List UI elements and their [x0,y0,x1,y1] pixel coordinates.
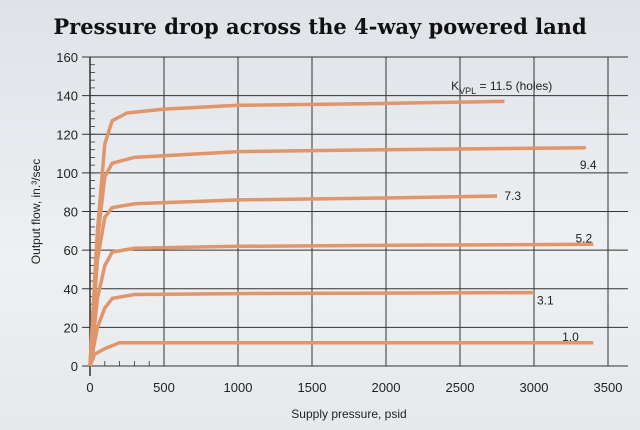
series-label: 9.4 [580,158,597,172]
y-tick-label: 0 [71,359,78,374]
y-tick-label: 20 [64,320,78,335]
series-label: 7.3 [504,189,521,203]
x-tick-label: 2500 [446,380,475,395]
series-label: 1.0 [562,330,579,344]
series-line-9.4 [88,146,586,367]
series-line-3.1 [88,290,535,367]
y-tick-label: 140 [56,89,78,104]
series-line-11.5 [88,99,505,367]
series-label: 5.2 [575,232,592,246]
series-line-1.0 [88,341,594,367]
series-line-7.3 [88,194,498,367]
y-tick-label: 40 [64,282,78,297]
y-tick-label: 60 [64,243,78,258]
legend-label: KVPL = 11.5 (holes) [451,79,552,96]
y-tick-label: 160 [56,50,78,65]
x-tick-label: 2000 [372,380,401,395]
x-tick-label: 0 [86,380,93,395]
chart-title: Pressure drop across the 4-way powered l… [53,14,587,39]
x-axis-label: Supply pressure, psid [291,407,406,421]
y-tick-label: 100 [56,166,78,181]
series-line-5.2 [88,242,594,367]
x-tick-label: 500 [153,380,175,395]
y-tick-label: 120 [56,127,78,142]
x-tick-label: 3500 [594,380,623,395]
series-label: 3.1 [537,293,554,307]
x-tick-label: 3000 [520,380,549,395]
y-axis-label: Output flow, in.³/sec [29,159,43,264]
x-tick-label: 1500 [298,380,327,395]
x-tick-label: 1000 [224,380,253,395]
y-tick-label: 80 [64,205,78,220]
